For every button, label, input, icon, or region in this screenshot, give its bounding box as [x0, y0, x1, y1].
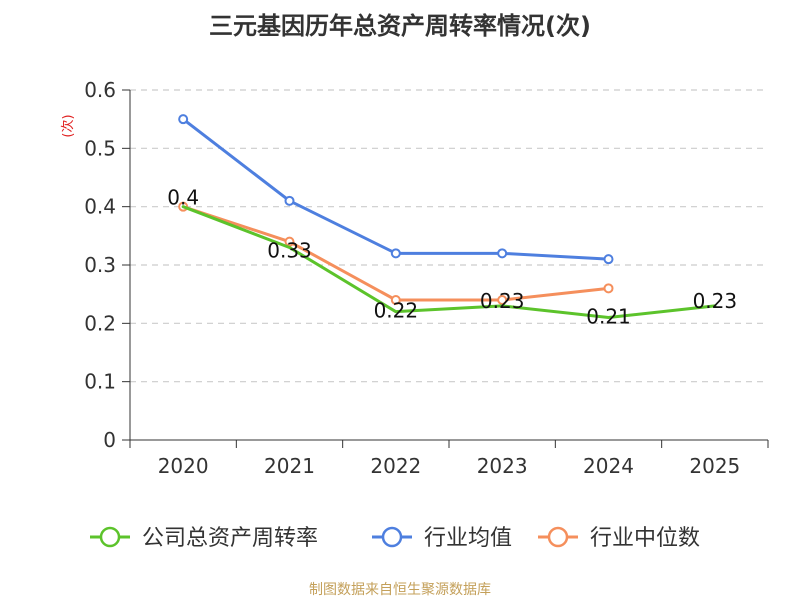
data-label: 0.23 — [480, 289, 525, 313]
data-point — [497, 295, 508, 305]
x-tick-label: 2024 — [583, 454, 634, 478]
data-label: 0.23 — [693, 289, 738, 313]
data-point — [497, 248, 508, 259]
data-point — [603, 283, 614, 294]
axes: 0 0.1 0.2 0.3 0.4 0.5 0.6 2020 2021 2022 2023 2024 2… — [84, 78, 769, 478]
legend-label: 行业均值 — [424, 526, 512, 551]
y-tick-label: 0 — [103, 428, 116, 452]
x-tick-label: 2020 — [158, 454, 209, 478]
y-tick-label: 0.4 — [84, 195, 116, 219]
chart-title: 三元基因历年总资产周转率情况(次) — [209, 12, 591, 40]
legend-item: 行业均值 — [372, 526, 512, 551]
series-2 — [178, 201, 614, 305]
y-tick-label: 0.5 — [84, 136, 116, 160]
series-1 — [178, 114, 614, 265]
legend-marker — [547, 526, 569, 548]
series-line — [181, 205, 717, 319]
data-point — [284, 236, 295, 247]
y-tick-label: 0.6 — [84, 78, 116, 102]
data-point — [284, 195, 295, 206]
data-label: 0.33 — [267, 239, 312, 263]
x-tick-label: 2022 — [370, 454, 421, 478]
data-point — [178, 114, 189, 125]
source-note: 制图数据来自恒生聚源数据库 — [309, 582, 491, 598]
legend-item: 行业中位数 — [538, 526, 700, 551]
legend: 公司总资产周转率 行业均值 行业中位数 — [90, 526, 700, 551]
y-tick-label: 0.3 — [84, 253, 116, 277]
legend-label: 行业中位数 — [590, 526, 700, 551]
legend-item: 公司总资产周转率 — [90, 526, 318, 551]
gridlines — [130, 89, 768, 383]
x-tick-label: 2021 — [264, 454, 315, 478]
data-label: 0.21 — [586, 305, 631, 329]
data-labels: 0.4 0.33 0.22 0.23 0.21 0.23 — [167, 186, 737, 329]
data-label: 0.4 — [167, 186, 199, 210]
x-tick-label: 2025 — [689, 454, 740, 478]
series-line — [181, 117, 610, 261]
legend-label: 公司总资产周转率 — [142, 526, 318, 551]
x-tick-label: 2023 — [477, 454, 528, 478]
y-axis-label: (次) — [60, 114, 76, 137]
legend-marker — [99, 526, 121, 548]
legend-marker — [381, 526, 403, 548]
y-tick-label: 0.2 — [84, 311, 116, 335]
data-point — [390, 295, 401, 305]
series-0 — [181, 205, 717, 319]
data-point — [390, 248, 401, 259]
series-group — [178, 114, 717, 319]
data-point — [603, 254, 614, 265]
data-label: 0.22 — [374, 299, 419, 323]
y-tick-label: 0.1 — [84, 370, 116, 394]
